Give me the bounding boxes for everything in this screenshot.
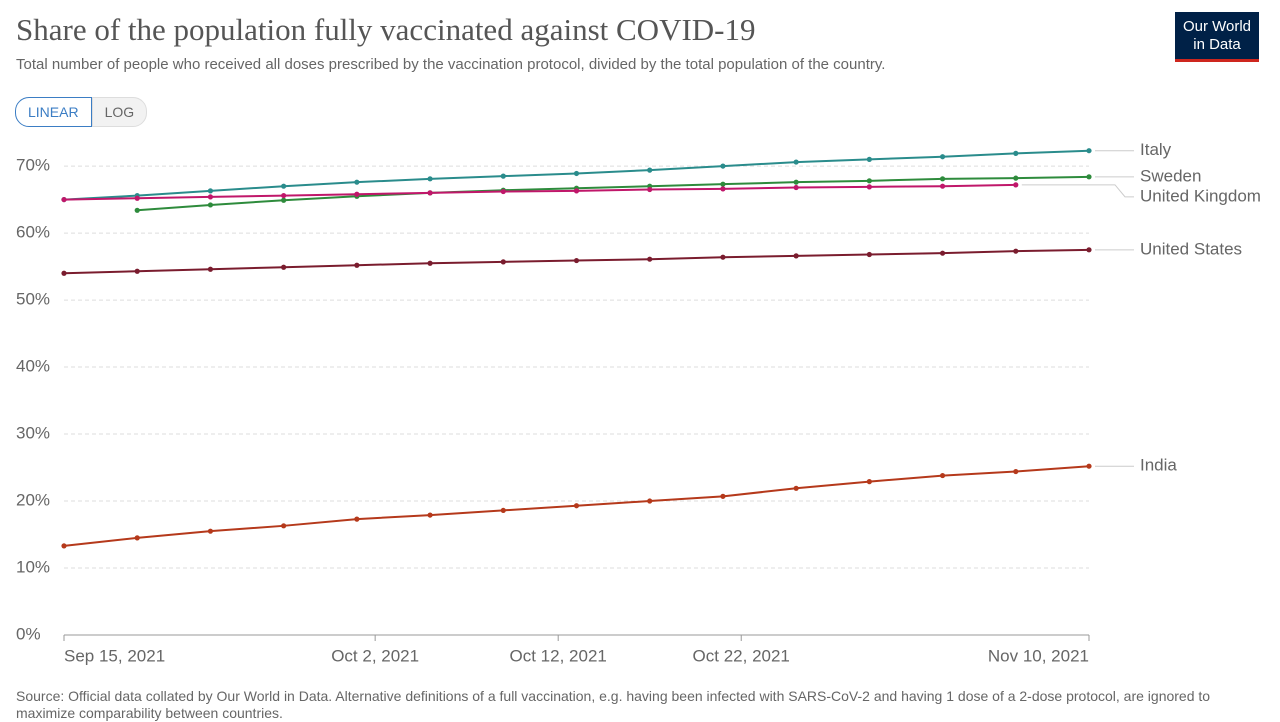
data-point xyxy=(61,270,67,276)
data-point xyxy=(61,196,67,203)
data-point xyxy=(720,181,726,187)
data-point xyxy=(939,472,946,479)
data-point xyxy=(500,188,506,195)
logo-line: Our World xyxy=(1182,18,1252,35)
legend-label: India xyxy=(1140,456,1177,475)
series-line xyxy=(137,175,1090,212)
logo[interactable]: Our World in Data xyxy=(1175,12,1259,62)
data-point xyxy=(1013,248,1019,254)
data-point xyxy=(207,528,214,534)
data-point xyxy=(1086,174,1092,180)
data-point xyxy=(427,512,433,518)
data-point xyxy=(354,179,360,185)
data-point xyxy=(1086,463,1092,469)
data-point xyxy=(647,256,653,262)
data-point xyxy=(134,195,140,201)
y-tick-label: 0% xyxy=(16,624,41,643)
data-point xyxy=(647,167,653,173)
data-point xyxy=(281,197,287,203)
data-point xyxy=(427,260,433,266)
x-tick-label: Sep 15, 2021 xyxy=(64,646,165,665)
data-point xyxy=(939,183,946,189)
data-point xyxy=(1086,148,1092,154)
data-point xyxy=(866,479,872,485)
x-tick-label: Oct 22, 2021 xyxy=(693,646,790,665)
chart-subtitle: Total number of people who received all … xyxy=(16,56,886,73)
data-point xyxy=(939,176,946,182)
legend-label: Italy xyxy=(1140,140,1172,159)
data-point xyxy=(866,178,872,184)
chart: 0% 10% 20% 30% 40% 50% 60% 70% Sep 15, 2021 Oct 2… xyxy=(16,140,1261,665)
data-point xyxy=(720,186,726,192)
data-point xyxy=(939,154,946,160)
data-point xyxy=(207,188,214,194)
linear-button[interactable]: LINEAR xyxy=(15,97,92,127)
data-point xyxy=(573,257,580,264)
log-button[interactable]: LOG xyxy=(91,97,148,127)
data-point xyxy=(61,543,67,549)
x-tick-label: Oct 12, 2021 xyxy=(510,646,607,665)
data-point xyxy=(207,202,214,208)
y-tick-label: 20% xyxy=(16,491,50,510)
y-tick-label: 30% xyxy=(16,424,50,443)
data-point xyxy=(281,183,287,189)
data-point xyxy=(866,184,872,190)
data-point xyxy=(793,253,799,259)
data-point xyxy=(793,179,799,185)
data-point xyxy=(134,268,140,274)
data-point xyxy=(939,250,946,256)
y-tick-label: 10% xyxy=(16,557,50,576)
data-point xyxy=(500,507,506,514)
data-point xyxy=(500,259,506,265)
data-point xyxy=(281,192,287,199)
data-point xyxy=(1013,175,1019,181)
data-point xyxy=(866,251,872,258)
data-point xyxy=(720,254,726,260)
x-tick-label: Oct 2, 2021 xyxy=(331,646,419,665)
data-point xyxy=(281,264,287,270)
data-point xyxy=(354,516,360,522)
logo-line: in Data xyxy=(1193,36,1241,53)
y-tick-label: 70% xyxy=(16,156,50,175)
data-point xyxy=(134,207,140,213)
x-tick-label: Nov 10, 2021 xyxy=(988,646,1089,665)
data-point xyxy=(720,493,726,499)
data-point xyxy=(207,266,214,272)
data-point xyxy=(1086,247,1092,253)
data-point xyxy=(1013,468,1019,475)
data-point xyxy=(573,503,580,509)
data-point xyxy=(866,156,872,162)
data-point xyxy=(647,186,653,193)
data-point xyxy=(281,523,287,529)
data-point xyxy=(1013,182,1019,188)
data-point xyxy=(793,159,799,165)
data-point xyxy=(500,173,506,179)
y-tick-label: 60% xyxy=(16,223,50,242)
data-point xyxy=(793,184,799,191)
data-point xyxy=(793,485,799,491)
data-point xyxy=(573,188,580,194)
data-point xyxy=(427,176,433,182)
legend-label: United States xyxy=(1140,239,1242,258)
data-point xyxy=(573,170,580,177)
data-point xyxy=(354,262,360,268)
data-point xyxy=(647,498,653,504)
data-point xyxy=(427,190,433,196)
data-point xyxy=(720,163,726,169)
data-point xyxy=(134,535,140,541)
data-point xyxy=(354,191,360,197)
series-line xyxy=(63,183,1016,201)
data-point xyxy=(1013,150,1019,156)
label-connector xyxy=(1021,184,1134,198)
chart-title: Share of the population fully vaccinated… xyxy=(16,12,756,47)
y-tick-label: 50% xyxy=(16,290,50,309)
scale-toggle: LINEAR LOG xyxy=(15,97,148,127)
legend-label: United Kingdom xyxy=(1140,186,1261,205)
legend-label: Sweden xyxy=(1140,166,1201,185)
y-tick-label: 40% xyxy=(16,357,50,376)
source-note: Source: Official data collated by Our Wo… xyxy=(16,688,1211,721)
data-point xyxy=(207,194,214,200)
